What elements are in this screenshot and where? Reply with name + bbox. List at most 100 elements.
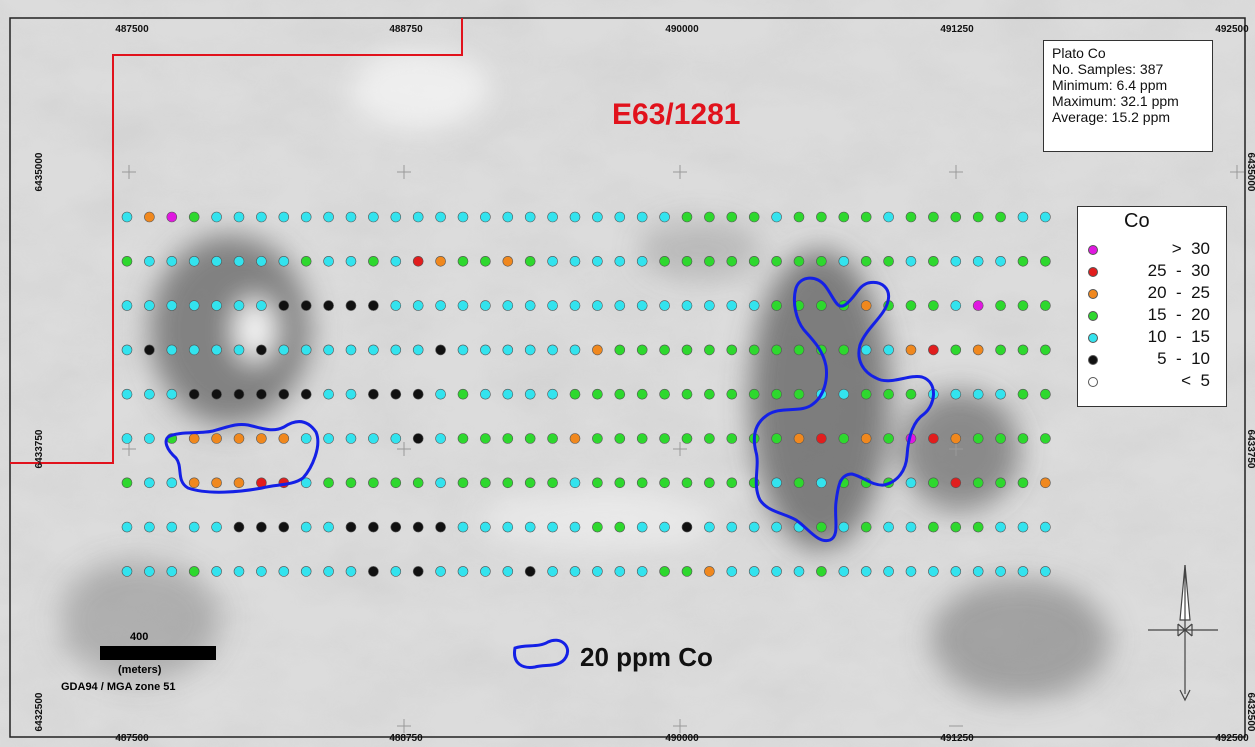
legend-row-5-10: 5 - 10 (1078, 349, 1228, 371)
sample-point (1017, 300, 1029, 311)
legend-range: < 5 (1181, 371, 1210, 390)
sample-point (816, 566, 827, 577)
sample-point (614, 300, 626, 311)
sample-point (278, 300, 290, 311)
sample-point (569, 388, 581, 400)
sample-point (995, 211, 1006, 223)
sample-point (323, 344, 334, 356)
sample-point (121, 211, 133, 223)
sample-point (390, 388, 402, 400)
sample-point (211, 344, 222, 356)
sample-point (188, 211, 200, 223)
sample-point (390, 477, 402, 489)
sample-point (1017, 211, 1029, 223)
sample-point (233, 388, 245, 400)
sample-point (950, 300, 962, 311)
sample-point (659, 477, 670, 489)
sample-point (524, 477, 536, 489)
sample-point (883, 388, 894, 400)
sample-point (368, 211, 379, 223)
sample-point (480, 255, 491, 267)
sample-point (547, 477, 558, 489)
sample-point (502, 566, 514, 577)
sample-point (972, 388, 984, 400)
sample-point (547, 300, 558, 311)
sample-point (524, 566, 536, 577)
contour-west (164, 420, 320, 494)
sample-point (457, 566, 469, 577)
sample-point (592, 433, 603, 444)
sample-point (1040, 433, 1051, 444)
north-arrow-icon (1148, 564, 1218, 702)
sample-point (950, 255, 962, 267)
sample-point (995, 344, 1006, 356)
sample-point (681, 255, 693, 267)
sample-point (592, 477, 603, 489)
sample-point (233, 477, 245, 489)
sample-point (681, 300, 693, 311)
easting-bottom-487500: 487500 (115, 733, 149, 744)
legend-swatch (1088, 289, 1098, 299)
sample-point (233, 521, 245, 533)
sample-point (323, 566, 334, 577)
sample-point (659, 211, 670, 223)
sample-point (480, 566, 491, 577)
sample-point (278, 211, 290, 223)
legend-title: Co (1124, 210, 1150, 232)
sample-point (390, 521, 402, 533)
sample-point (345, 211, 357, 223)
sample-point (121, 388, 133, 400)
sample-point (502, 300, 514, 311)
sample-point (726, 255, 738, 267)
sample-point (368, 388, 379, 400)
sample-point (816, 300, 827, 311)
easting-bottom-490000: 490000 (665, 733, 699, 744)
sample-point (972, 300, 984, 311)
sample-point (144, 300, 155, 311)
sample-point (121, 344, 133, 356)
sample-point (636, 344, 648, 356)
sample-point (726, 477, 738, 489)
sample-point (704, 300, 715, 311)
sample-point (121, 255, 133, 267)
sample-point (121, 300, 133, 311)
easting-labels-bottom: 487500 488750 490000 491250 492500 (115, 733, 1249, 744)
sample-point (771, 566, 782, 577)
sample-point (838, 521, 850, 533)
sample-point (950, 344, 962, 356)
sample-point (771, 255, 782, 267)
sample-point (211, 300, 222, 311)
sample-point (860, 255, 872, 267)
sample-point (659, 344, 670, 356)
tenement-boundary (10, 18, 463, 464)
sample-point (905, 255, 917, 267)
sample-point (659, 300, 670, 311)
sample-point (323, 521, 334, 533)
northing-left-6433750: 6433750 (34, 429, 45, 468)
sample-point (748, 300, 760, 311)
sample-point (390, 255, 402, 267)
stats-minimum: Minimum: 6.4 ppm (1052, 77, 1168, 93)
sample-point (435, 211, 446, 223)
sample-point (345, 255, 357, 267)
sample-point (726, 433, 738, 444)
sample-point (883, 521, 894, 533)
legend-range: 10 - 15 (1147, 327, 1210, 346)
sample-point (457, 477, 469, 489)
sample-point (681, 344, 693, 356)
sample-point (1040, 300, 1051, 311)
sample-point (188, 388, 200, 400)
sample-point (592, 521, 603, 533)
sample-point (928, 433, 939, 444)
sample-point (816, 521, 827, 533)
sample-point (166, 521, 178, 533)
sample-point (368, 477, 379, 489)
sample-point (144, 344, 155, 356)
sample-point (323, 477, 334, 489)
sample-point (390, 566, 402, 577)
sample-point (323, 300, 334, 311)
easting-top-488750: 488750 (389, 24, 423, 35)
sample-point (860, 521, 872, 533)
sample-point (144, 477, 155, 489)
sample-point (457, 433, 469, 444)
